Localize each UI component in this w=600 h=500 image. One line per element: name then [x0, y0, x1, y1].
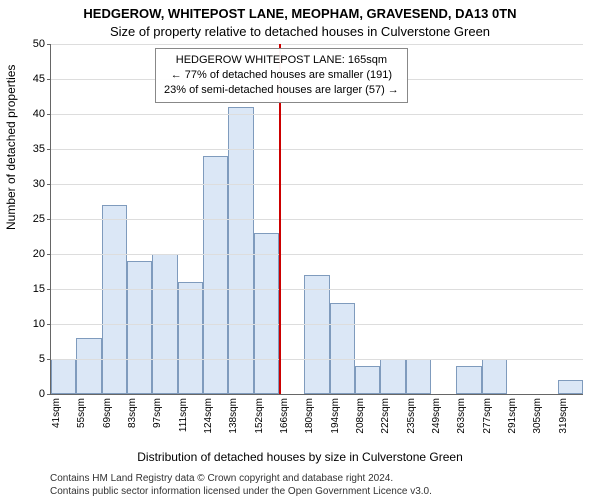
ytick-mark — [47, 219, 51, 220]
ytick-mark — [47, 289, 51, 290]
xtick-label: 319sqm — [558, 398, 569, 434]
annotation-line: 23% of semi-detached houses are larger (… — [164, 83, 399, 98]
annotation-line: ← 77% of detached houses are smaller (19… — [164, 68, 399, 83]
ytick-label: 40 — [33, 108, 45, 120]
gridline-h — [51, 219, 583, 220]
property-size-histogram: HEDGEROW, WHITEPOST LANE, MEOPHAM, GRAVE… — [0, 0, 600, 500]
xtick-label: 194sqm — [330, 398, 341, 434]
xtick-label: 55sqm — [76, 398, 87, 428]
ytick-mark — [47, 324, 51, 325]
xtick-label: 124sqm — [203, 398, 214, 434]
chart-subtitle: Size of property relative to detached ho… — [0, 24, 600, 39]
bar — [456, 366, 481, 394]
xtick-label: 166sqm — [279, 398, 290, 434]
ytick-mark — [47, 114, 51, 115]
ytick-label: 35 — [33, 143, 45, 155]
gridline-h — [51, 44, 583, 45]
ytick-mark — [47, 184, 51, 185]
ytick-label: 50 — [33, 38, 45, 50]
gridline-h — [51, 114, 583, 115]
ytick-label: 45 — [33, 73, 45, 85]
xtick-label: 41sqm — [51, 398, 62, 428]
xtick-label: 263sqm — [456, 398, 467, 434]
ytick-mark — [47, 394, 51, 395]
bar — [558, 380, 583, 394]
xtick-label: 83sqm — [127, 398, 138, 428]
bar — [254, 233, 279, 394]
xtick-label: 235sqm — [406, 398, 417, 434]
ytick-mark — [47, 149, 51, 150]
ytick-label: 10 — [33, 318, 45, 330]
ytick-mark — [47, 359, 51, 360]
annotation-box: HEDGEROW WHITEPOST LANE: 165sqm← 77% of … — [155, 48, 408, 103]
attribution-line-2: Contains public sector information licen… — [50, 486, 432, 497]
xtick-label: 222sqm — [380, 398, 391, 434]
gridline-h — [51, 289, 583, 290]
bar — [482, 359, 507, 394]
bar — [178, 282, 203, 394]
xtick-label: 180sqm — [304, 398, 315, 434]
gridline-h — [51, 184, 583, 185]
gridline-h — [51, 324, 583, 325]
xtick-label: 305sqm — [532, 398, 543, 434]
bar — [51, 359, 76, 394]
gridline-h — [51, 359, 583, 360]
chart-title: HEDGEROW, WHITEPOST LANE, MEOPHAM, GRAVE… — [0, 6, 600, 21]
ytick-label: 25 — [33, 213, 45, 225]
xtick-label: 69sqm — [102, 398, 113, 428]
bar — [355, 366, 380, 394]
ytick-label: 20 — [33, 248, 45, 260]
attribution-text: Contains HM Land Registry data © Crown c… — [50, 473, 590, 498]
bar — [406, 359, 431, 394]
plot-area: 41sqm55sqm69sqm83sqm97sqm111sqm124sqm138… — [50, 44, 583, 395]
xtick-label: 111sqm — [178, 398, 189, 432]
bar — [102, 205, 127, 394]
bar — [127, 261, 152, 394]
bar — [304, 275, 329, 394]
xtick-label: 97sqm — [152, 398, 163, 428]
ytick-label: 30 — [33, 178, 45, 190]
xtick-label: 208sqm — [355, 398, 366, 434]
ytick-mark — [47, 254, 51, 255]
xtick-label: 249sqm — [431, 398, 442, 434]
ytick-label: 0 — [39, 388, 45, 400]
ytick-mark — [47, 79, 51, 80]
xtick-label: 291sqm — [507, 398, 518, 434]
bar — [380, 359, 405, 394]
xtick-label: 152sqm — [254, 398, 265, 434]
annotation-line: HEDGEROW WHITEPOST LANE: 165sqm — [164, 53, 399, 68]
bar — [330, 303, 355, 394]
gridline-h — [51, 254, 583, 255]
bar — [76, 338, 101, 394]
xtick-label: 277sqm — [482, 398, 493, 434]
ytick-mark — [47, 44, 51, 45]
attribution-line-1: Contains HM Land Registry data © Crown c… — [50, 473, 393, 484]
xtick-label: 138sqm — [228, 398, 239, 434]
bar — [228, 107, 253, 394]
y-axis-label: Number of detached properties — [4, 65, 18, 230]
ytick-label: 15 — [33, 283, 45, 295]
x-axis-label: Distribution of detached houses by size … — [0, 450, 600, 464]
gridline-h — [51, 149, 583, 150]
ytick-label: 5 — [39, 353, 45, 365]
